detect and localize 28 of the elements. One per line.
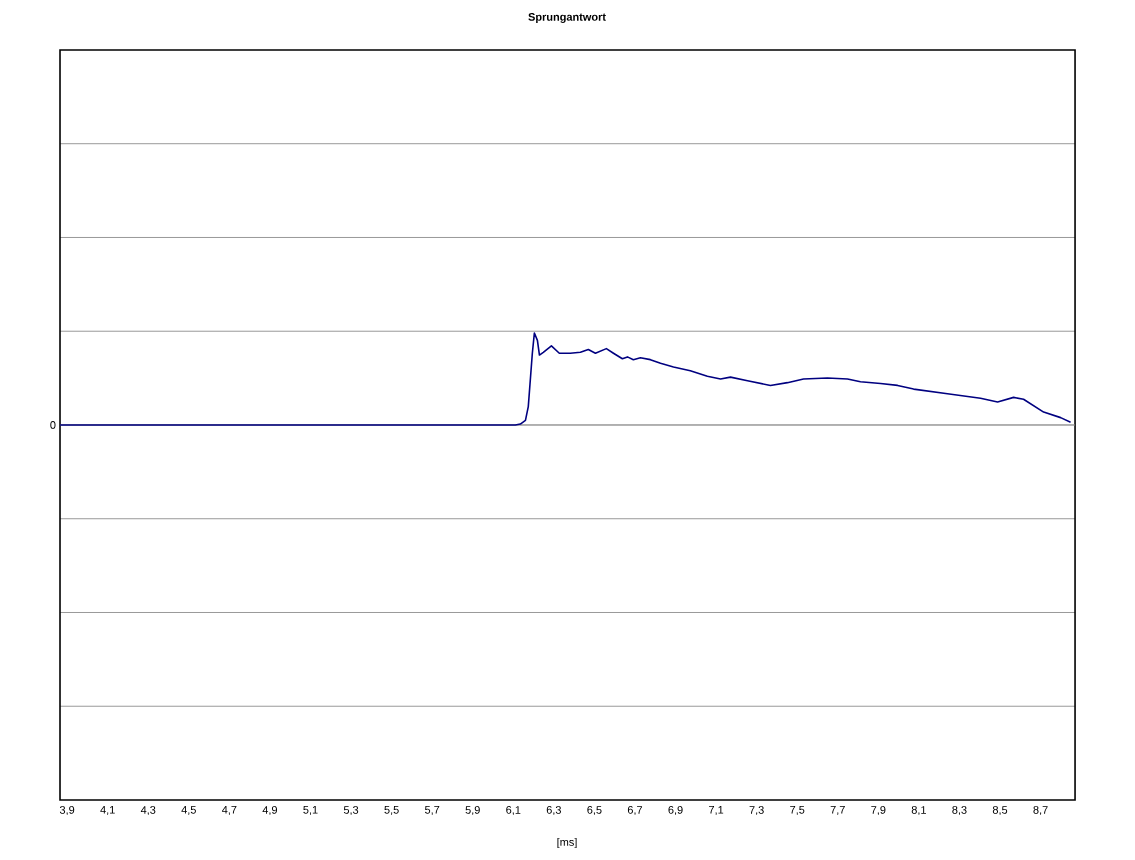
x-tick-label: 7,3 bbox=[749, 806, 764, 816]
x-tick-label: 4,9 bbox=[262, 806, 278, 816]
x-tick-label: 7,9 bbox=[871, 806, 886, 816]
x-tick-label: 6,5 bbox=[587, 806, 602, 816]
x-tick-label: 7,5 bbox=[790, 806, 805, 815]
x-tick-label: 7,7 bbox=[830, 806, 845, 815]
x-tick-label: 4,3 bbox=[140, 806, 156, 816]
x-tick-label: 5,1 bbox=[303, 806, 318, 815]
x-tick-label: 8,7 bbox=[1033, 806, 1048, 816]
x-tick-label: 5,5 bbox=[384, 806, 399, 815]
x-tick-label: 4,7 bbox=[221, 806, 237, 815]
x-tick-label: 8,5 bbox=[992, 806, 1008, 816]
x-tick-label: 3,9 bbox=[59, 806, 75, 816]
x-tick-label: 6,1 bbox=[506, 806, 521, 816]
chart-title: Sprungantwort bbox=[528, 13, 606, 23]
x-tick-label: 6,3 bbox=[546, 806, 561, 816]
x-tick-label: 8,3 bbox=[952, 806, 967, 816]
ref-line-label: 0 bbox=[50, 421, 56, 429]
x-tick-label: 5,9 bbox=[465, 806, 480, 816]
x-tick-label: 4,1 bbox=[100, 806, 115, 815]
x-tick-label: 5,7 bbox=[424, 806, 440, 815]
x-tick-label: 4,5 bbox=[181, 806, 196, 815]
x-tick-label: 6,7 bbox=[627, 806, 643, 816]
x-axis-title: [ms] bbox=[557, 837, 577, 849]
x-tick-label: 8,1 bbox=[911, 806, 926, 816]
x-tick-label: 5,3 bbox=[343, 806, 359, 816]
x-tick-label: 7,1 bbox=[709, 806, 724, 815]
x-tick-label: 6,9 bbox=[668, 806, 683, 816]
